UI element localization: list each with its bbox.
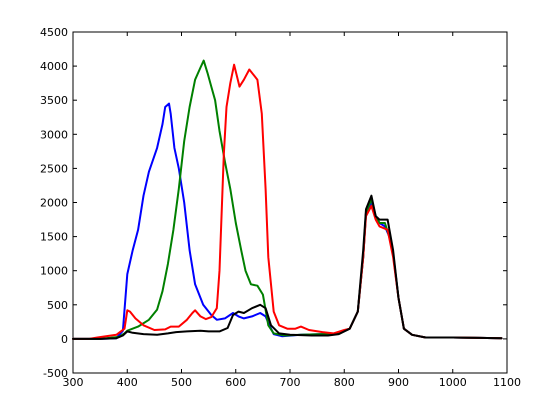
series-line-3 (72, 63, 503, 340)
x-tick-label: 800 (334, 376, 355, 389)
y-tick-label: 4500 (40, 26, 68, 39)
y-tick-label: -500 (43, 367, 68, 380)
x-tick-label: 700 (280, 376, 301, 389)
x-tick-label: 1000 (439, 376, 467, 389)
x-axis: 300 400 500 600 700 800 900 1000 1100 (63, 32, 521, 389)
x-tick-label: 300 (63, 376, 84, 389)
series-line-4 (72, 194, 503, 340)
series-layer (72, 59, 503, 340)
y-tick-label: 2500 (40, 162, 68, 175)
y-tick-label: 2000 (40, 197, 68, 210)
y-tick-label: 1500 (40, 231, 68, 244)
x-tick-label: 500 (171, 376, 192, 389)
y-tick-label: 0 (61, 333, 68, 346)
x-tick-label: 1100 (493, 376, 521, 389)
y-tick-label: 1000 (40, 265, 68, 278)
y-tick-label: 3000 (40, 128, 68, 141)
x-tick-label: 400 (117, 376, 138, 389)
x-tick-label: 600 (225, 376, 246, 389)
plot-area (72, 31, 508, 374)
y-tick-label: 3500 (40, 94, 68, 107)
y-tick-label: 500 (47, 299, 68, 312)
y-tick-label: 4000 (40, 60, 68, 73)
y-axis: -500 0 500 1000 1500 2000 2500 3000 3500 4000 4500 (40, 26, 507, 380)
x-tick-label: 900 (388, 376, 409, 389)
